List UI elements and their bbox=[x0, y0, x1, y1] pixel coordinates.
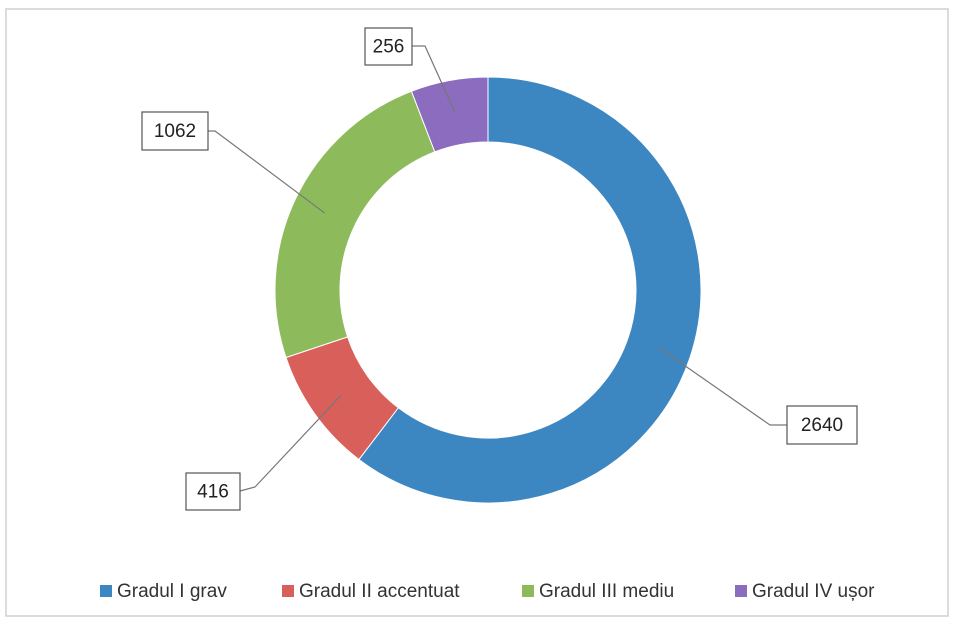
legend-label: Gradul III mediu bbox=[539, 581, 674, 602]
data-label: 256 bbox=[373, 37, 405, 58]
leader-line bbox=[412, 45, 456, 113]
data-label: 416 bbox=[197, 482, 229, 503]
legend-label: Gradul II accentuat bbox=[299, 581, 460, 602]
donut-slice bbox=[358, 76, 702, 504]
leader-line bbox=[239, 394, 342, 492]
legend-swatch bbox=[100, 585, 112, 597]
legend-swatch bbox=[735, 585, 747, 597]
data-label: 2640 bbox=[801, 415, 843, 436]
donut-slice bbox=[410, 76, 489, 153]
legend-swatch bbox=[282, 585, 294, 597]
label-box bbox=[364, 27, 413, 66]
data-label: 1062 bbox=[154, 121, 196, 142]
legend-swatch bbox=[522, 585, 534, 597]
leader-line bbox=[658, 347, 787, 426]
leader-line bbox=[208, 130, 326, 214]
label-box bbox=[141, 111, 209, 151]
label-box bbox=[185, 472, 241, 511]
legend-label: Gradul I grav bbox=[117, 581, 227, 602]
legend-label: Gradul IV ușor bbox=[752, 581, 875, 602]
label-box bbox=[786, 405, 858, 445]
